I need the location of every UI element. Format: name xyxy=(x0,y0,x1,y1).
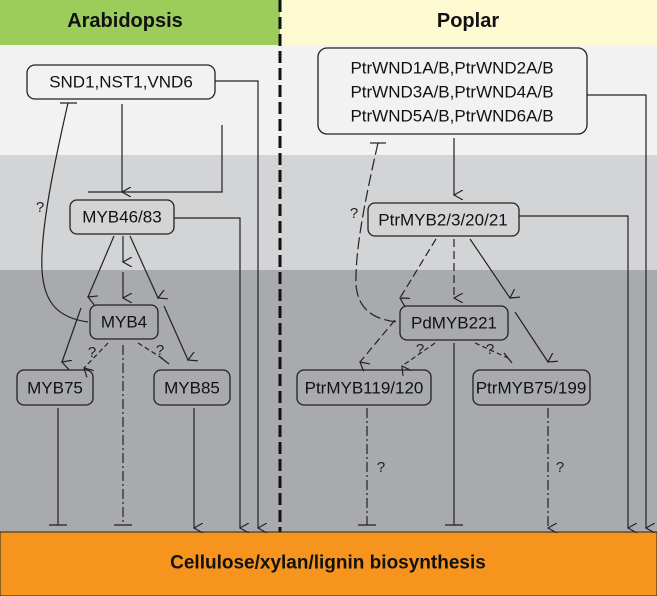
node-pdmyb221 xyxy=(399,305,509,341)
node-ptrwnd xyxy=(317,47,588,135)
node-ptrwnd-line: PtrWND5A/B,PtrWND6A/B xyxy=(350,107,553,126)
node-myb75-label: MYB75 xyxy=(27,379,83,398)
question-mark: ? xyxy=(36,199,44,216)
question-mark: ? xyxy=(350,205,358,222)
arabidopsis-edges: ? ? ? xyxy=(36,80,258,528)
arabidopsis-title: Arabidopsis xyxy=(67,10,183,32)
band-3 xyxy=(0,270,657,532)
node-ptrmyb2-label: PtrMYB2/3/20/21 xyxy=(378,211,507,230)
node-myb85 xyxy=(153,369,231,406)
poplar-header-band xyxy=(280,0,657,45)
node-ptrmyb119-label: PtrMYB119/120 xyxy=(305,379,424,398)
question-mark: ? xyxy=(556,459,564,476)
question-mark: ? xyxy=(156,342,164,359)
question-mark: ? xyxy=(377,459,385,476)
node-myb75 xyxy=(16,369,94,406)
node-myb46-label: MYB46/83 xyxy=(82,208,161,227)
output-label: Cellulose/xylan/lignin biosynthesis xyxy=(170,553,486,574)
node-myb4 xyxy=(89,304,159,340)
question-mark: ? xyxy=(88,344,96,361)
node-myb46 xyxy=(69,199,175,235)
node-myb85-label: MYB85 xyxy=(164,379,220,398)
question-mark: ? xyxy=(416,341,424,358)
node-ptrwnd-line: PtrWND3A/B,PtrWND4A/B xyxy=(350,83,553,102)
band-1 xyxy=(0,45,657,155)
question-mark: ? xyxy=(486,341,494,358)
poplar-title: Poplar xyxy=(437,10,499,32)
node-snd1 xyxy=(26,64,216,100)
poplar-edges: ? ? ? ? ? xyxy=(350,94,646,528)
node-ptrmyb2 xyxy=(367,202,520,237)
arabidopsis-header-band xyxy=(0,0,280,45)
node-pdmyb221-label: PdMYB221 xyxy=(411,314,497,333)
node-ptrwnd-line: PtrWND1A/B,PtrWND2A/B xyxy=(350,59,553,78)
output-band xyxy=(0,531,657,596)
node-ptrmyb75 xyxy=(472,369,591,406)
band-2 xyxy=(0,155,657,270)
node-ptrmyb75-label: PtrMYB75/199 xyxy=(476,379,587,398)
node-snd1-label: SND1,NST1,VND6 xyxy=(49,73,193,92)
node-myb4-label: MYB4 xyxy=(101,313,147,332)
